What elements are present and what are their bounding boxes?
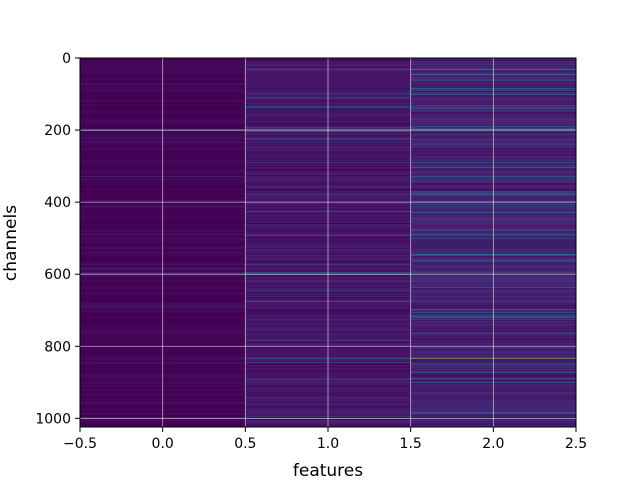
x-tick-label: 0.5 <box>234 436 256 452</box>
x-tick-label: 2.0 <box>482 436 504 452</box>
y-tick-label: 200 <box>44 123 71 139</box>
y-axis-label: channels <box>1 205 21 281</box>
x-axis-label: features <box>293 461 363 480</box>
grid-lines <box>80 57 576 427</box>
x-tick-label: 1.5 <box>400 436 422 452</box>
axes: −0.5 0.0 0.5 1.0 1.5 2.0 2.5 0 200 400 600 800 1000 <box>35 51 587 452</box>
x-tick-label: 1.0 <box>317 436 339 452</box>
y-tick-label: 800 <box>44 339 71 355</box>
y-tick-label: 1000 <box>35 411 71 427</box>
y-tick-label: 400 <box>44 195 71 211</box>
y-tick-label: 600 <box>44 267 71 283</box>
x-tick-label: −0.5 <box>63 436 97 452</box>
x-tick-label: 2.5 <box>565 436 587 452</box>
x-tick-label: 0.0 <box>152 436 174 452</box>
y-tick-label: 0 <box>62 51 71 67</box>
